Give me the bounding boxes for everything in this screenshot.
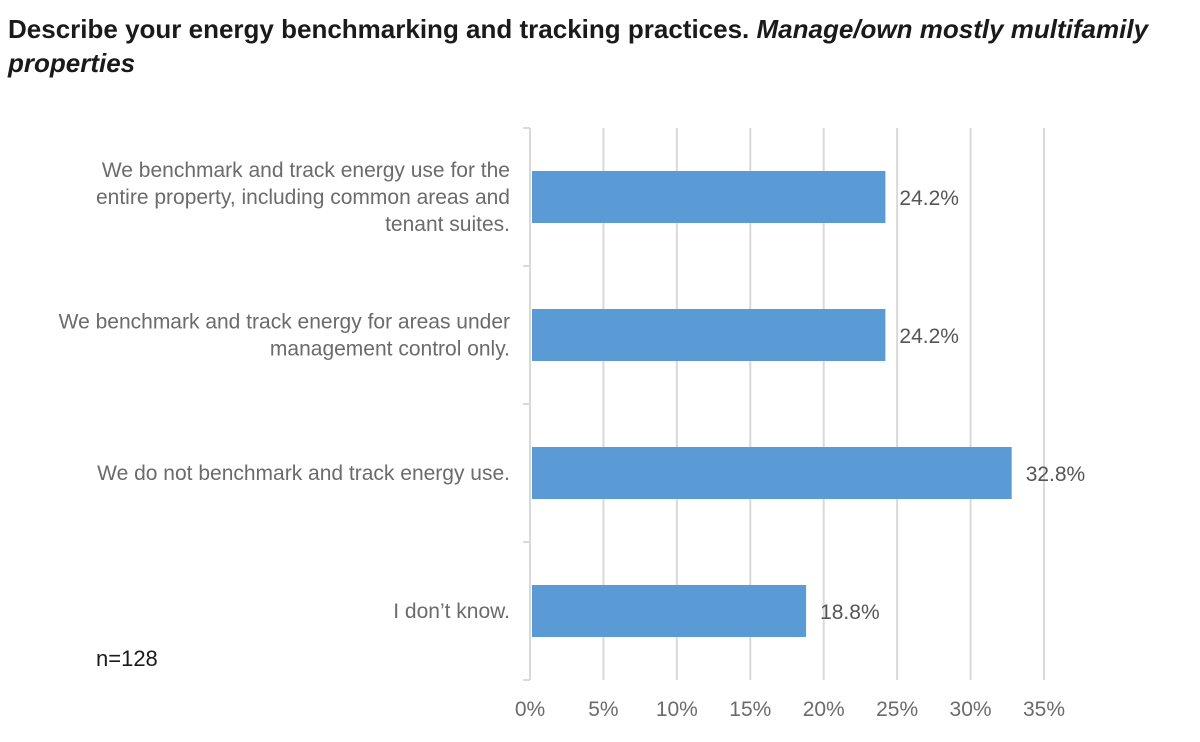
category-label: I don’t know.	[393, 600, 510, 623]
x-tick-label: 25%	[876, 698, 918, 721]
sample-size-note: n=128	[96, 646, 158, 671]
x-tick-label: 10%	[656, 698, 698, 721]
x-tick-label: 5%	[588, 698, 618, 721]
x-tick-label: 20%	[803, 698, 845, 721]
chart-subtitle: Manage/own mostly multifamily properties	[8, 14, 1149, 78]
chart-title: Describe your energy benchmarking and tr…	[8, 12, 1168, 80]
data-label: 18.8%	[820, 601, 880, 624]
category-label: management control only.	[270, 338, 510, 361]
bar	[532, 309, 886, 361]
category-label: We do not benchmark and track energy use…	[97, 462, 510, 485]
x-tick-label: 15%	[729, 698, 771, 721]
bar	[532, 447, 1012, 499]
data-label: 24.2%	[899, 187, 959, 210]
chart-title-main: Describe your energy benchmarking and tr…	[8, 14, 750, 44]
category-label: We benchmark and track energy use for th…	[102, 159, 510, 182]
data-label: 32.8%	[1026, 463, 1086, 486]
category-label: tenant suites.	[385, 213, 510, 236]
bar	[532, 171, 886, 223]
data-label: 24.2%	[899, 325, 959, 348]
category-label: We benchmark and track energy for areas …	[59, 311, 510, 334]
category-label: entire property, including common areas …	[96, 186, 510, 209]
x-tick-label: 0%	[515, 698, 545, 721]
x-tick-label: 30%	[950, 698, 992, 721]
bar	[532, 585, 807, 637]
x-tick-label: 35%	[1023, 698, 1065, 721]
